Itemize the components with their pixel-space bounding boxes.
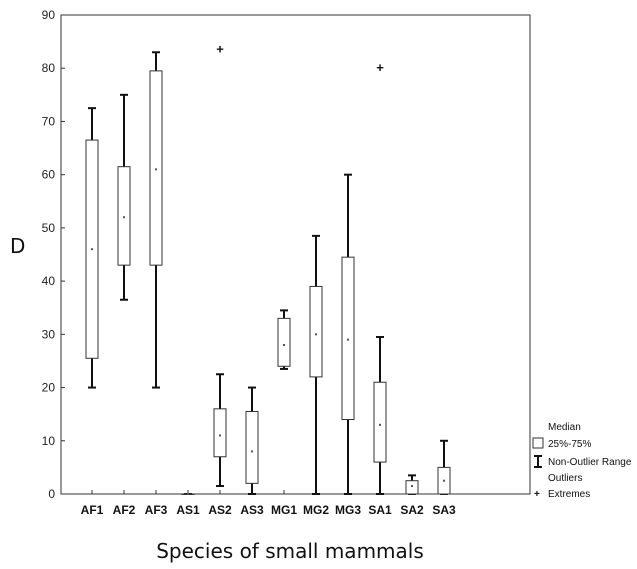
median-point xyxy=(443,479,445,482)
extreme-marker: + xyxy=(216,42,224,57)
legend: Median 25%-75% Non-Outlier Range Outlier… xyxy=(532,422,632,500)
legend-extremes-label: Extremes xyxy=(548,489,590,500)
box-mg2 xyxy=(309,234,323,495)
legend-box-swatch xyxy=(532,437,544,449)
box-sa1: + xyxy=(373,60,387,495)
legend-range-label: Non-Outlier Range xyxy=(548,457,632,468)
box-mg1 xyxy=(277,309,291,370)
y-tick-label: 70 xyxy=(42,114,56,128)
median-point xyxy=(379,423,381,426)
y-tick-label: 30 xyxy=(42,327,56,341)
y-tick-label: 0 xyxy=(48,487,55,501)
box-af3 xyxy=(149,51,163,389)
x-tick-label: AF3 xyxy=(145,503,168,517)
box-iqr xyxy=(277,317,291,367)
box-mg3 xyxy=(341,173,355,495)
box-iqr xyxy=(117,166,131,266)
box-as1 xyxy=(181,493,195,495)
box-iqr xyxy=(341,256,355,420)
median-point xyxy=(91,248,93,251)
x-tick-label: MG2 xyxy=(303,503,329,517)
box-as3 xyxy=(245,386,259,495)
box-iqr xyxy=(373,381,387,463)
x-tick-label: AF2 xyxy=(113,503,136,517)
extreme-marker: + xyxy=(376,60,384,75)
legend-median-label: Median xyxy=(548,422,581,433)
median-point xyxy=(123,216,125,219)
median-point xyxy=(411,485,413,488)
legend-box-label: 25%-75% xyxy=(548,439,591,450)
box-af1 xyxy=(85,107,99,389)
x-tick-label: SA1 xyxy=(368,503,392,517)
y-tick-label: 80 xyxy=(42,61,56,75)
box-iqr xyxy=(309,285,323,378)
y-tick-label: 90 xyxy=(42,8,56,22)
legend-range-glyph xyxy=(534,455,542,468)
x-tick-label: SA3 xyxy=(432,503,456,517)
median-point xyxy=(283,343,285,346)
median-point xyxy=(155,168,157,171)
box-iqr xyxy=(245,411,259,484)
y-axis-label: D xyxy=(10,234,25,258)
box-iqr xyxy=(149,70,163,266)
box-sa3 xyxy=(437,439,451,495)
plot-frame xyxy=(60,14,531,495)
median-point xyxy=(251,450,253,453)
legend-extremes-marker: + xyxy=(534,489,540,500)
box-iqr xyxy=(405,480,419,495)
x-tick-label: MG3 xyxy=(335,503,361,517)
box-series: ++ xyxy=(85,42,451,495)
median-point xyxy=(347,338,349,341)
y-tick-label: 40 xyxy=(42,274,56,288)
median-point xyxy=(315,333,317,336)
median-point xyxy=(219,434,221,437)
x-tick-label: AS2 xyxy=(208,503,232,517)
y-axis-ticks: 0 10 20 30 40 50 60 70 80 90 xyxy=(42,8,65,501)
x-tick-label: MG1 xyxy=(271,503,297,517)
box-iqr xyxy=(213,408,227,458)
plot-area: 0 10 20 30 40 50 60 70 80 90 AF1 AF2 AF3 AS1 AS2 AS3 MG… xyxy=(42,8,531,517)
box-sa2 xyxy=(405,474,419,495)
legend-outliers-label: Outliers xyxy=(548,473,582,484)
median-point xyxy=(187,493,189,495)
x-tick-label: AS3 xyxy=(240,503,264,517)
y-tick-label: 60 xyxy=(42,168,56,182)
y-tick-label: 20 xyxy=(42,381,56,395)
x-tick-label: SA2 xyxy=(400,503,424,517)
y-tick-label: 10 xyxy=(42,434,56,448)
x-axis-label: Species of small mammals xyxy=(156,539,424,563)
x-tick-label: AF1 xyxy=(81,503,104,517)
y-tick-label: 50 xyxy=(42,221,56,235)
x-axis-ticks: AF1 AF2 AF3 AS1 AS2 AS3 MG1 MG2 MG3 SA1 SA2 SA3 xyxy=(81,490,456,517)
box-as2: + xyxy=(213,42,227,488)
x-tick-label: AS1 xyxy=(176,503,200,517)
box-af2 xyxy=(117,93,131,301)
